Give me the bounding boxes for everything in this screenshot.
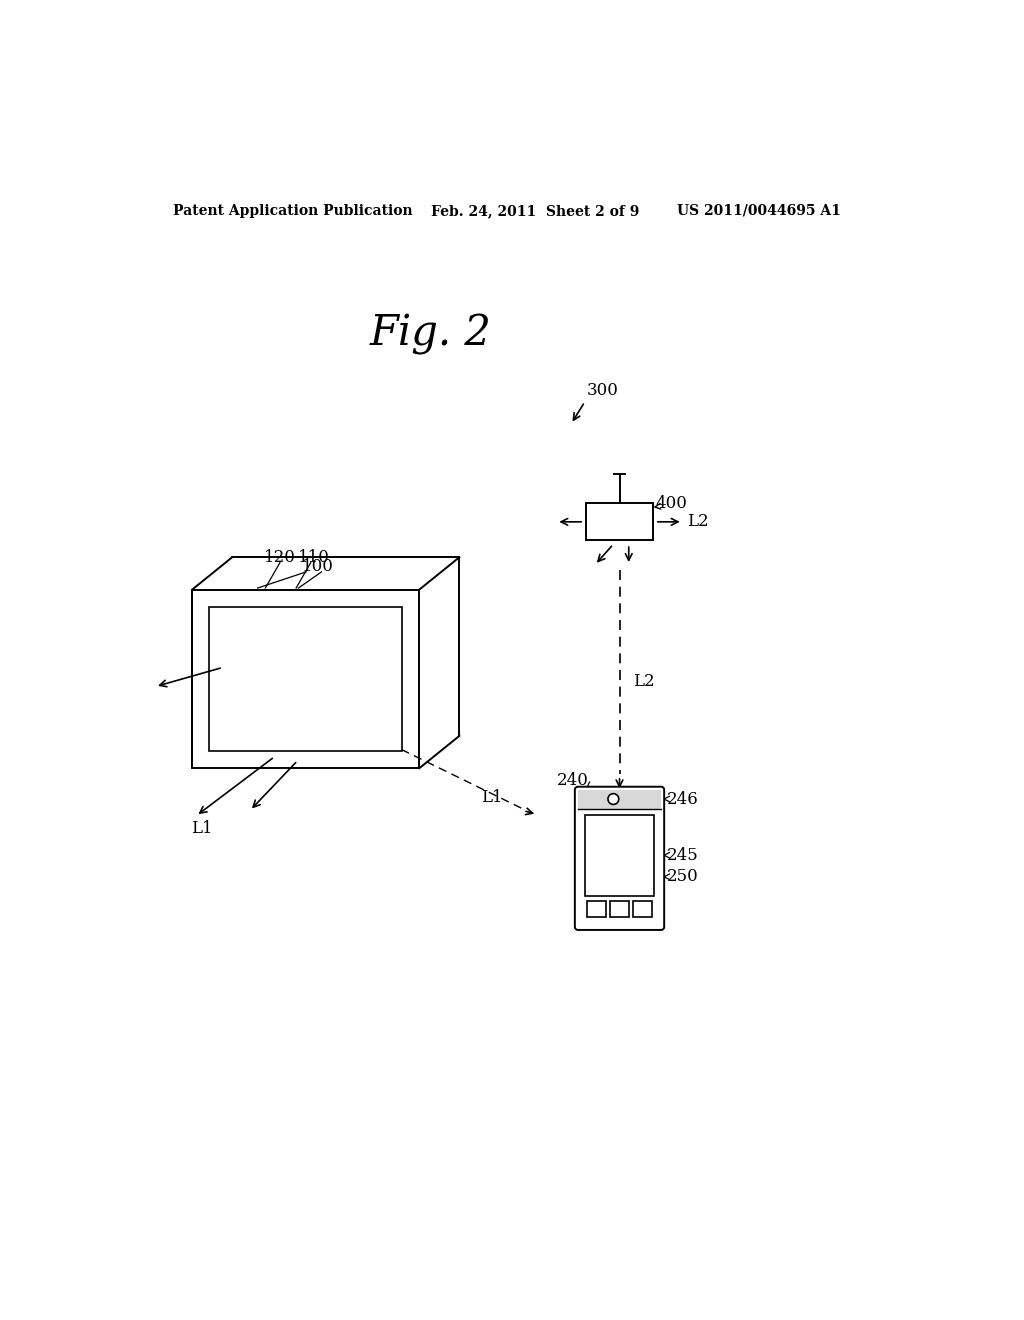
- Text: 240: 240: [557, 772, 589, 789]
- Text: 246: 246: [668, 791, 699, 808]
- Circle shape: [608, 793, 618, 804]
- Bar: [209, 607, 402, 751]
- Text: 300: 300: [587, 383, 618, 400]
- Bar: [587, 902, 605, 917]
- Text: Feb. 24, 2011  Sheet 2 of 9: Feb. 24, 2011 Sheet 2 of 9: [431, 203, 639, 218]
- Text: Patent Application Publication: Patent Application Publication: [173, 203, 413, 218]
- Text: L1: L1: [481, 789, 503, 807]
- Bar: [634, 902, 652, 917]
- Text: 250: 250: [668, 869, 699, 886]
- Bar: [578, 789, 662, 809]
- Text: Fig. 2: Fig. 2: [370, 313, 492, 355]
- Text: L2: L2: [687, 513, 709, 531]
- Bar: [586, 503, 653, 540]
- Bar: [610, 902, 629, 917]
- Text: L1: L1: [190, 820, 212, 837]
- Bar: [585, 816, 654, 896]
- Text: US 2011/0044695 A1: US 2011/0044695 A1: [677, 203, 841, 218]
- FancyBboxPatch shape: [574, 787, 665, 929]
- Text: 120: 120: [264, 549, 296, 566]
- Text: 100: 100: [302, 558, 334, 576]
- Bar: [193, 590, 419, 768]
- Text: 245: 245: [668, 846, 699, 863]
- Text: 400: 400: [655, 495, 687, 512]
- Text: L2: L2: [634, 673, 655, 690]
- Text: 110: 110: [298, 549, 330, 566]
